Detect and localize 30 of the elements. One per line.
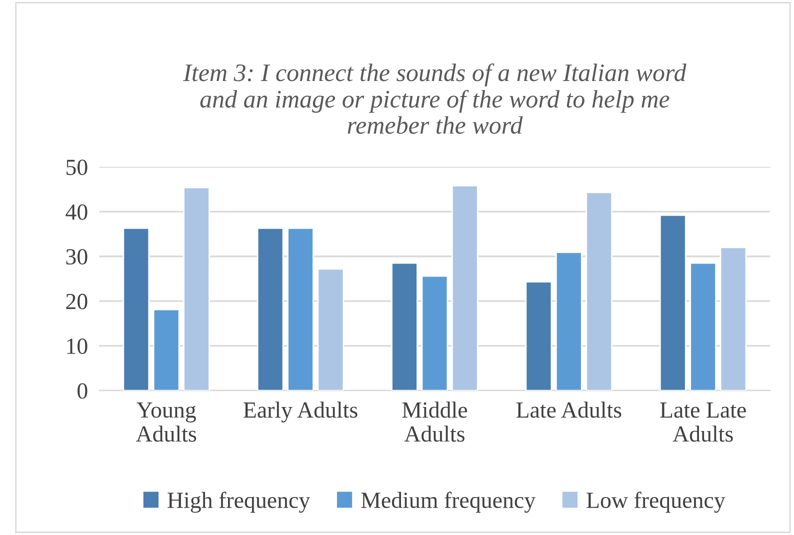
- bar: [152, 308, 180, 391]
- bar: [586, 192, 613, 391]
- bar: [720, 246, 747, 391]
- legend-label: Medium frequency: [361, 492, 536, 513]
- legend-label: High frequency: [168, 492, 310, 513]
- y-tick-label: 0: [78, 383, 88, 399]
- x-tick-label: Late Adults: [516, 402, 622, 418]
- x-tick-label: Late Late Adults: [660, 402, 746, 442]
- bar: [287, 228, 314, 391]
- x-tick-label: Middle Adults: [402, 402, 468, 442]
- bar: [421, 275, 448, 391]
- bar: [690, 262, 717, 391]
- chart-title: Item 3: I connect the sounds of a new Italian word and an image or picture of the word to help me remeber the word: [183, 63, 686, 134]
- bar: [659, 214, 686, 391]
- bar: [183, 186, 210, 391]
- y-tick-label: 30: [66, 249, 88, 265]
- bar: [391, 262, 418, 391]
- legend-label: Low frequency: [586, 492, 726, 513]
- x-tick-label: Early Adults: [244, 402, 358, 423]
- bar: [555, 252, 582, 391]
- bar: [317, 268, 344, 391]
- bar: [256, 228, 284, 391]
- bar: [451, 185, 478, 391]
- bar: [122, 228, 150, 391]
- bar: [525, 281, 552, 391]
- y-tick-label: 40: [66, 204, 88, 220]
- x-tick-label: Young Adults: [136, 402, 196, 442]
- y-tick-label: 10: [67, 338, 88, 354]
- y-tick-label: 50: [66, 160, 88, 176]
- y-tick-label: 20: [66, 294, 88, 310]
